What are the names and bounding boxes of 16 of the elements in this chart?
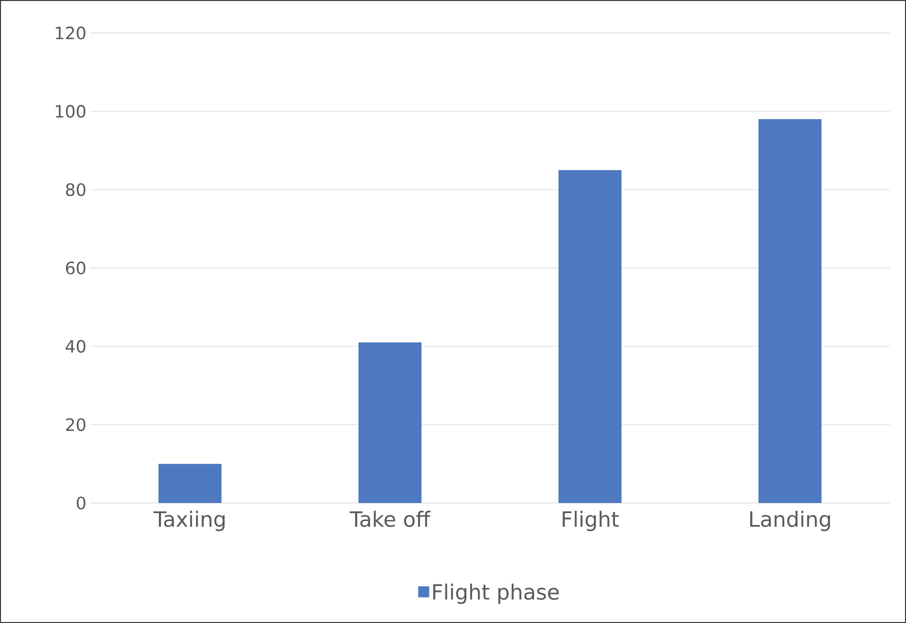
- bar: [158, 464, 222, 503]
- y-tick-label: 60: [66, 262, 86, 274]
- x-tick-label: Taxiing: [153, 510, 225, 532]
- y-tick-label: 0: [76, 496, 86, 510]
- y-tick-label: 120: [56, 26, 86, 40]
- bar: [758, 119, 822, 503]
- y-tick-label: 100: [56, 104, 86, 118]
- bar: [558, 170, 622, 503]
- x-tick-label: Take off: [350, 510, 431, 528]
- y-tick-label: 40: [66, 340, 86, 353]
- x-tick-label: Landing: [750, 510, 830, 532]
- y-tick-label: 80: [66, 183, 86, 196]
- x-tick-label: Flight: [562, 510, 619, 532]
- bar: [358, 342, 422, 503]
- y-tick-label: 20: [66, 418, 86, 432]
- legend-label: Flight phase: [433, 584, 559, 604]
